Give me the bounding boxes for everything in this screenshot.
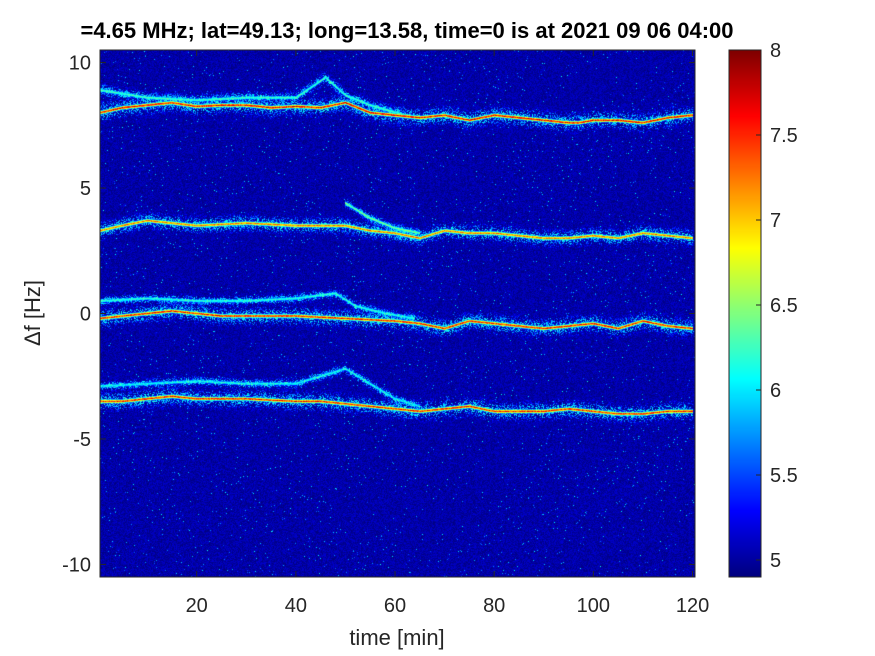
x-tick-label: 60 xyxy=(384,595,406,617)
chart-title: =4.65 MHz; lat=49.13; long=13.58, time=0… xyxy=(80,18,733,43)
colorbar-tick-label: 6.5 xyxy=(770,295,798,317)
x-tick-label: 120 xyxy=(676,595,709,617)
x-tick-label: 40 xyxy=(285,595,307,617)
y-tick-label: 10 xyxy=(69,53,91,75)
colorbar-gradient xyxy=(729,50,761,577)
colorbar-ticks: 5 5.5 6 6.5 7 7.5 8 xyxy=(756,40,798,572)
plot-area xyxy=(99,49,696,578)
colorbar-tick-label: 7 xyxy=(770,210,781,232)
colorbar: 5 5.5 6 6.5 7 7.5 8 xyxy=(728,40,798,578)
y-tick-label: -10 xyxy=(62,554,91,576)
colorbar-tick-label: 5 xyxy=(770,550,781,572)
y-axis: 10 5 0 -5 -10 xyxy=(62,53,695,576)
y-tick-label: -5 xyxy=(73,429,91,451)
x-axis-label: time [min] xyxy=(349,625,444,650)
x-tick-label: 80 xyxy=(483,595,505,617)
colorbar-tick-label: 7.5 xyxy=(770,125,798,147)
colorbar-tick-label: 8 xyxy=(770,40,781,62)
y-tick-label: 0 xyxy=(80,304,91,326)
x-axis: 20 40 60 80 100 120 xyxy=(186,50,709,617)
y-tick-label: 5 xyxy=(80,178,91,200)
colorbar-frame xyxy=(728,49,762,578)
x-tick-label: 20 xyxy=(186,595,208,617)
x-tick-label: 100 xyxy=(577,595,610,617)
colorbar-tick-label: 5.5 xyxy=(770,465,798,487)
colorbar-tick-label: 6 xyxy=(770,380,781,402)
y-axis-label: Δf [Hz] xyxy=(20,280,45,346)
spectrogram-image xyxy=(100,50,695,577)
